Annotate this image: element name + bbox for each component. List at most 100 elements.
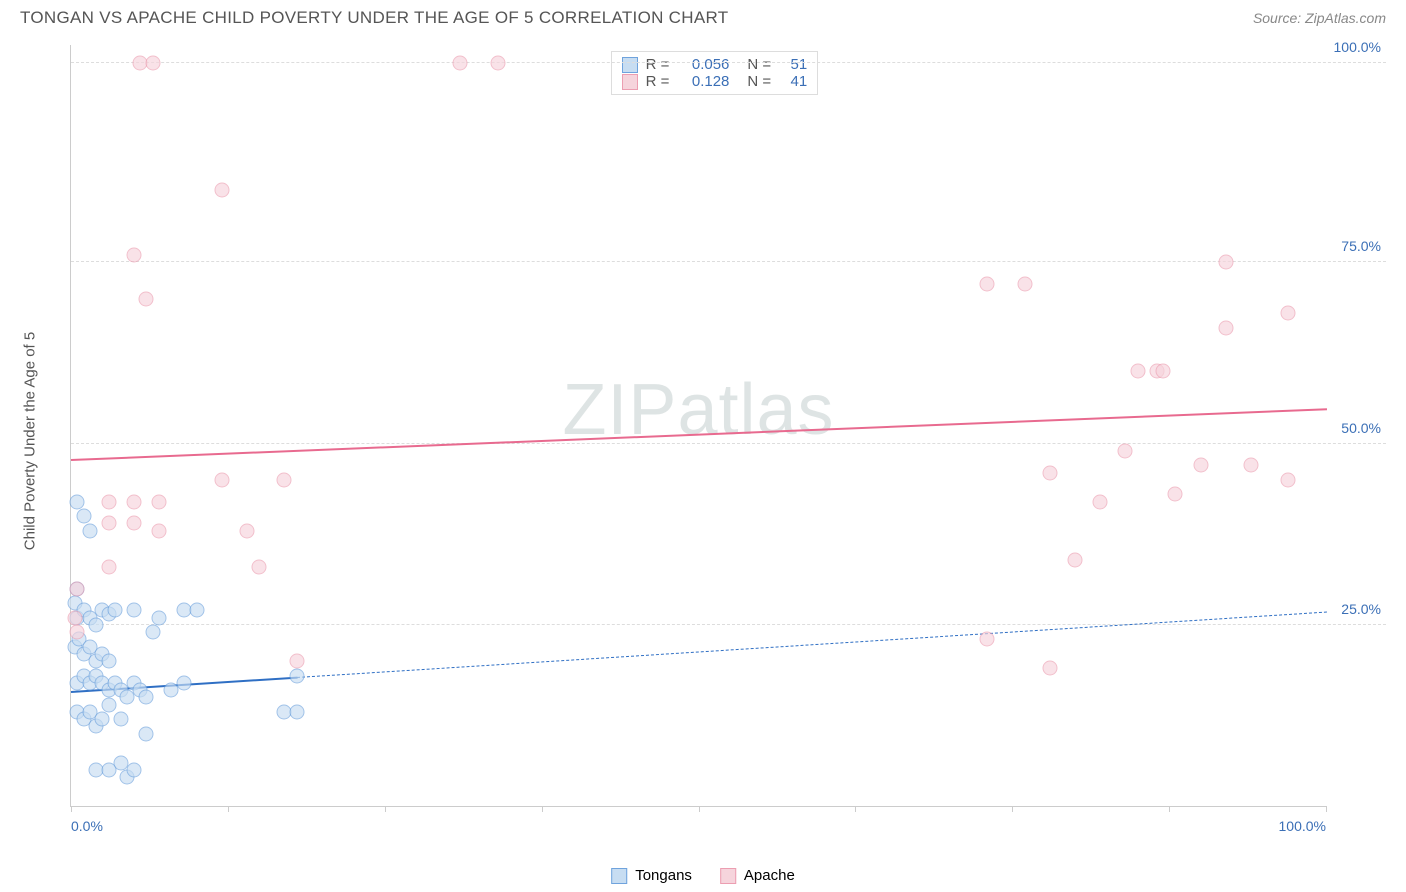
legend-item: Tongans [611, 867, 692, 884]
data-point [1130, 364, 1145, 379]
data-point [114, 712, 129, 727]
gridline [71, 261, 1386, 262]
trend-line [71, 408, 1327, 461]
data-point [151, 494, 166, 509]
data-point [214, 472, 229, 487]
data-point [70, 494, 85, 509]
legend-label: Tongans [635, 867, 692, 884]
legend-swatch [622, 57, 638, 73]
x-tick [1326, 806, 1327, 812]
y-tick-label: 100.0% [1334, 39, 1381, 55]
data-point [980, 277, 995, 292]
gridline [71, 443, 1386, 444]
data-point [239, 523, 254, 538]
data-point [289, 654, 304, 669]
legend-item: Apache [720, 867, 795, 884]
legend-n-value: 41 [779, 73, 807, 90]
gridline [71, 624, 1386, 625]
data-point [1093, 494, 1108, 509]
data-point [289, 704, 304, 719]
x-tick [699, 806, 700, 812]
data-point [1068, 552, 1083, 567]
legend-label: Apache [744, 867, 795, 884]
data-point [252, 559, 267, 574]
x-tick [855, 806, 856, 812]
data-point [1218, 255, 1233, 270]
legend-r-label: R = [646, 73, 670, 90]
x-tick [1169, 806, 1170, 812]
data-point [1118, 443, 1133, 458]
data-point [176, 675, 191, 690]
data-point [126, 603, 141, 618]
data-point [1243, 458, 1258, 473]
trend-line [297, 611, 1327, 677]
header: TONGAN VS APACHE CHILD POVERTY UNDER THE… [0, 0, 1406, 28]
data-point [126, 762, 141, 777]
data-point [490, 56, 505, 71]
data-point [126, 248, 141, 263]
data-point [95, 712, 110, 727]
data-point [145, 56, 160, 71]
y-tick-label: 50.0% [1341, 420, 1381, 436]
chart-title: TONGAN VS APACHE CHILD POVERTY UNDER THE… [20, 8, 728, 28]
data-point [980, 632, 995, 647]
data-point [76, 509, 91, 524]
x-tick [71, 806, 72, 812]
y-axis-label: Child Poverty Under the Age of 5 [22, 332, 39, 550]
data-point [289, 668, 304, 683]
legend-series: Tongans Apache [611, 867, 795, 884]
x-tick [228, 806, 229, 812]
y-tick-label: 75.0% [1341, 238, 1381, 254]
x-tick-label: 0.0% [71, 818, 103, 834]
y-tick-label: 25.0% [1341, 601, 1381, 617]
legend-swatch [611, 868, 627, 884]
data-point [453, 56, 468, 71]
source-label: Source: ZipAtlas.com [1253, 10, 1386, 26]
data-point [1168, 487, 1183, 502]
data-point [82, 523, 97, 538]
data-point [1042, 661, 1057, 676]
data-point [139, 726, 154, 741]
legend-n-label: N = [747, 56, 771, 73]
legend-stat-row: R =0.128N =41 [622, 73, 808, 90]
plot-area: ZIPatlas R =0.056N =51R =0.128N =41 25.0… [70, 45, 1326, 807]
data-point [145, 625, 160, 640]
data-point [70, 581, 85, 596]
data-point [139, 291, 154, 306]
data-point [189, 603, 204, 618]
data-point [107, 603, 122, 618]
data-point [214, 182, 229, 197]
x-tick [385, 806, 386, 812]
data-point [277, 472, 292, 487]
data-point [126, 494, 141, 509]
legend-n-label: N = [747, 73, 771, 90]
legend-r-label: R = [646, 56, 670, 73]
data-point [1155, 364, 1170, 379]
x-tick [1012, 806, 1013, 812]
data-point [151, 523, 166, 538]
data-point [126, 516, 141, 531]
data-point [101, 559, 116, 574]
legend-swatch [622, 74, 638, 90]
data-point [1218, 320, 1233, 335]
data-point [101, 494, 116, 509]
gridline [71, 62, 1386, 63]
data-point [101, 516, 116, 531]
data-point [1017, 277, 1032, 292]
data-point [67, 610, 82, 625]
legend-n-value: 51 [779, 56, 807, 73]
data-point [1042, 465, 1057, 480]
data-point [139, 690, 154, 705]
data-point [151, 610, 166, 625]
x-tick [542, 806, 543, 812]
legend-stats: R =0.056N =51R =0.128N =41 [611, 51, 819, 95]
legend-swatch [720, 868, 736, 884]
legend-stat-row: R = 0.056 N = 51 [622, 56, 808, 73]
data-point [89, 617, 104, 632]
legend-r-value: 0.056 [677, 56, 729, 73]
data-point [1193, 458, 1208, 473]
x-tick-label: 100.0% [1279, 818, 1326, 834]
data-point [101, 654, 116, 669]
data-point [1281, 306, 1296, 321]
data-point [1281, 472, 1296, 487]
